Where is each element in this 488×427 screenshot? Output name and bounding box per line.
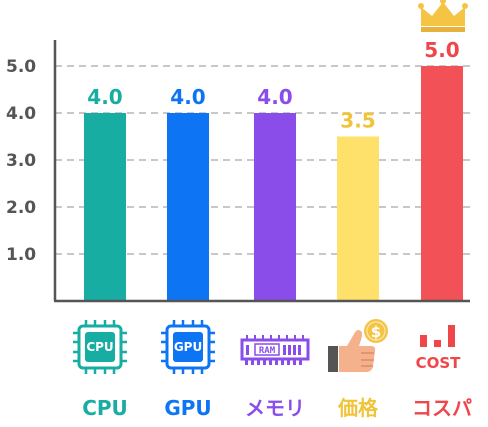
bar [337,136,379,301]
category-label: コスパ [412,396,472,420]
svg-text:GPU: GPU [174,340,202,354]
bars [84,66,463,301]
bar-value-label: 3.5 [340,109,375,133]
bar [254,113,296,301]
price-thumbs-up-coin-icon: $ [328,319,388,372]
svg-text:COST: COST [416,354,462,372]
category-label: GPU [164,396,211,420]
bar-value-label: 4.0 [87,85,122,109]
crown-icon [418,0,468,32]
bar-value-label: 4.0 [257,85,292,109]
y-axis-ticks: 1.0 2.0 3.0 4.0 5.0 [6,57,36,265]
svg-text:$: $ [371,323,381,341]
y-tick-label: 2.0 [6,198,36,218]
cpu-chip-icon: CPU [73,320,127,374]
value-labels: 4.0 4.0 4.0 3.5 5.0 [87,38,459,133]
svg-text:CPU: CPU [86,340,113,354]
category-labels: CPU GPU メモリ 価格 コスパ [82,396,472,420]
bar [421,66,463,301]
y-tick-label: 1.0 [6,245,36,265]
gpu-chip-icon: GPU [161,320,215,374]
y-tick-label: 5.0 [6,57,36,77]
cost-bar-icon: COST [416,325,462,372]
category-label: メモリ [245,396,305,420]
bar [167,113,209,301]
bar-value-label: 4.0 [170,85,205,109]
y-tick-label: 3.0 [6,151,36,171]
bar [84,113,126,301]
y-tick-label: 4.0 [6,104,36,124]
svg-text:RAM: RAM [259,346,276,356]
category-label: 価格 [337,396,379,420]
category-label: CPU [82,396,128,420]
ram-module-icon: RAM [240,335,310,365]
bar-value-label: 5.0 [424,38,459,62]
